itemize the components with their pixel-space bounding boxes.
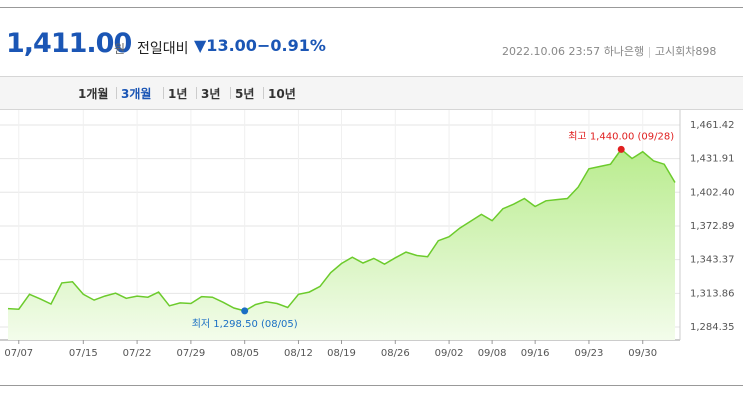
y-tick-label: 1,402.40: [690, 187, 735, 198]
x-tick-label: 08/26: [381, 348, 410, 359]
low-label: 최저 1,298.50 (08/05): [192, 318, 298, 330]
y-tick-label: 1,284.35: [690, 322, 735, 333]
bottom-border: [0, 385, 743, 386]
tab[interactable]: 10년: [268, 87, 296, 101]
change-pct: −0.91%: [257, 36, 326, 55]
tab-separator: [196, 87, 197, 99]
tab-separator: [163, 87, 164, 99]
top-border: [0, 7, 743, 8]
date: 2022.10.06 23:57: [502, 45, 601, 58]
x-tick-label: 09/23: [575, 348, 604, 359]
x-tick-label: 07/15: [69, 348, 98, 359]
line: [7, 148, 676, 312]
tab[interactable]: 3년: [201, 87, 221, 101]
tab-separator: [116, 87, 117, 99]
x-tick-label: 09/08: [478, 348, 507, 359]
tab[interactable]: 5년: [235, 87, 255, 101]
x-tick-label: 07/22: [123, 348, 152, 359]
tab-separator: [230, 87, 231, 99]
bank: 하나은행: [603, 45, 645, 58]
y-tick-label: 1,313.86: [690, 288, 735, 299]
chart: 1,461.42 1,431.91 1,402.40 1,372.89 1,343.37…: [0, 110, 735, 359]
y-tick-label: 1,461.42: [690, 120, 735, 131]
x-tick-label: 09/02: [435, 348, 464, 359]
y-tick-label: 1,372.89: [690, 221, 735, 232]
x-tick-label: 08/19: [327, 348, 356, 359]
area-fill: [8, 149, 675, 340]
tab-separator: [263, 87, 264, 99]
x-tick-label: 09/30: [628, 348, 657, 359]
x-tick-label: 07/07: [4, 348, 33, 359]
change: ▼13.00: [194, 36, 257, 55]
change-label: 전일대비: [137, 41, 189, 57]
x-tick-label: 08/12: [284, 348, 313, 359]
low-marker: [241, 307, 249, 315]
y-tick-label: 1,431.91: [690, 154, 735, 165]
unit: 원: [114, 42, 126, 56]
x-tick-label: 08/05: [230, 348, 259, 359]
tab-bar: 1개월 3개월 1년 3년 5년 10년: [0, 76, 743, 110]
high-label: 최고 1,440.00 (09/28): [568, 130, 674, 142]
price: 1,411.00: [6, 28, 132, 59]
tab[interactable]: 3개월: [121, 87, 152, 101]
meta: 2022.10.06 23:57 하나은행 | 고시회차898: [502, 45, 717, 58]
x-tick-label: 07/29: [176, 348, 205, 359]
tab[interactable]: 1년: [168, 87, 188, 101]
x-tick-label: 09/16: [521, 348, 550, 359]
high-marker: [617, 145, 625, 153]
round: 고시회차898: [654, 45, 717, 58]
tab[interactable]: 1개월: [78, 87, 109, 101]
y-tick-label: 1,343.37: [690, 255, 735, 266]
